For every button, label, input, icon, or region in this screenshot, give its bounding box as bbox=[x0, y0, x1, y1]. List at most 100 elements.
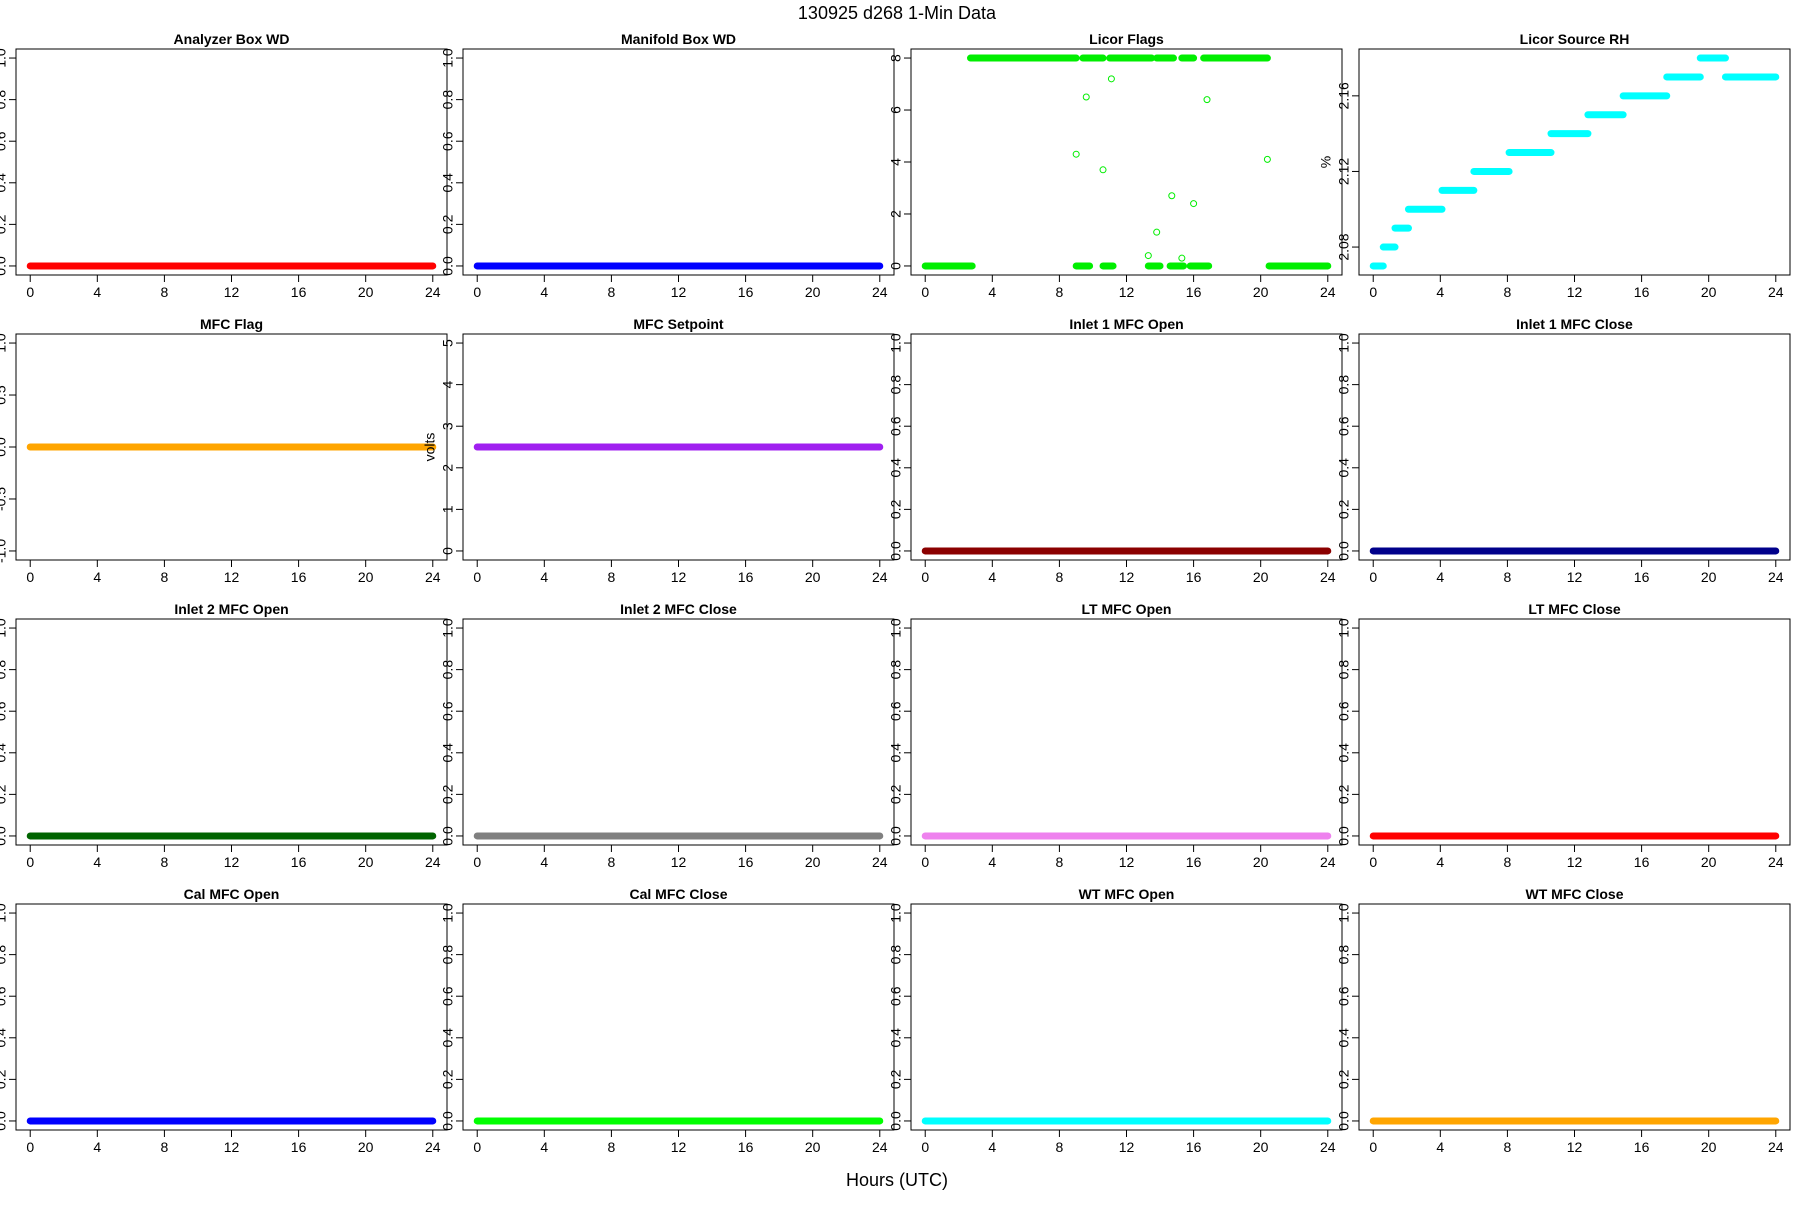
x-tick-label: 8 bbox=[608, 569, 616, 585]
y-tick-label: 2 bbox=[440, 464, 456, 472]
x-tick-label: 4 bbox=[93, 284, 101, 300]
y-tick-label: 0.6 bbox=[1336, 416, 1352, 436]
y-tick-label: 6 bbox=[888, 106, 904, 114]
x-tick-label: 16 bbox=[1634, 569, 1650, 585]
chart-panel: Inlet 2 MFC Open 0 4 8 12 16 20 24 0.0 0.2 0.4 0.6 0… bbox=[0, 601, 448, 870]
y-tick-label: 0.6 bbox=[0, 131, 9, 151]
y-tick-label: 0.8 bbox=[1336, 945, 1352, 965]
chart-panel: LT MFC Close 0 4 8 12 16 20 24 0.0 0.2 0.4 0.6 0.8 1.… bbox=[1336, 601, 1791, 870]
x-tick-label: 4 bbox=[540, 284, 548, 300]
chart-panel: WT MFC Close 0 4 8 12 16 20 24 0.0 0.2 0.4 0.6 0.8 1.… bbox=[1336, 886, 1791, 1155]
chart-title: LT MFC Open bbox=[1082, 601, 1172, 617]
x-tick-label: 4 bbox=[93, 854, 101, 870]
y-tick-label: 2.12 bbox=[1336, 158, 1352, 185]
x-tick-label: 16 bbox=[1186, 569, 1202, 585]
y-tick-label: 1.0 bbox=[0, 48, 9, 68]
x-tick-label: 0 bbox=[473, 1139, 481, 1155]
x-tick-label: 4 bbox=[93, 569, 101, 585]
y-tick-label: 4 bbox=[888, 158, 904, 166]
y-tick-label: 1.0 bbox=[888, 903, 904, 923]
plot-frame bbox=[1358, 903, 1791, 1131]
x-tick-label: 20 bbox=[1253, 284, 1269, 300]
x-tick-label: 20 bbox=[1701, 569, 1717, 585]
x-tick-label: 0 bbox=[921, 284, 929, 300]
x-tick-label: 4 bbox=[540, 569, 548, 585]
plot-frame bbox=[462, 618, 895, 846]
x-tick-label: 4 bbox=[1436, 284, 1444, 300]
y-tick-label: 0.6 bbox=[440, 986, 456, 1006]
plot-frame bbox=[910, 903, 1343, 1131]
y-tick-label: 0 bbox=[888, 262, 904, 270]
y-tick-label: 0.8 bbox=[440, 660, 456, 680]
x-tick-label: 16 bbox=[291, 284, 307, 300]
x-tick-label: 20 bbox=[1253, 569, 1269, 585]
x-tick-label: 20 bbox=[805, 854, 821, 870]
x-tick-label: 20 bbox=[805, 1139, 821, 1155]
y-tick-label: 0.0 bbox=[888, 541, 904, 561]
x-tick-label: 16 bbox=[1634, 1139, 1650, 1155]
chart-panel: MFC Flag 0 4 8 12 16 20 24 -1.0 -0.5 0.0 0.5 1.0 bbox=[0, 316, 448, 585]
y-axis-label: volts bbox=[422, 433, 438, 462]
chart-title: Licor Flags bbox=[1089, 31, 1164, 47]
plot-frame bbox=[1358, 618, 1791, 846]
data-point bbox=[1203, 96, 1211, 104]
y-tick-label: 0.8 bbox=[440, 945, 456, 965]
y-tick-label: 0.4 bbox=[0, 173, 9, 193]
x-tick-label: 8 bbox=[161, 569, 169, 585]
data-point bbox=[1082, 93, 1090, 101]
y-tick-label: 0.6 bbox=[0, 986, 9, 1006]
x-tick-label: 24 bbox=[1768, 284, 1784, 300]
x-tick-label: 12 bbox=[1119, 569, 1135, 585]
x-tick-label: 16 bbox=[738, 569, 754, 585]
chart-panel: Cal MFC Close 0 4 8 12 16 20 24 0.0 0.2 0.4 0.6 0.8 1… bbox=[440, 886, 895, 1155]
y-tick-label: 0.4 bbox=[1336, 743, 1352, 763]
y-tick-label: 0 bbox=[440, 547, 456, 555]
x-tick-label: 4 bbox=[988, 569, 996, 585]
y-tick-label: 0.0 bbox=[888, 826, 904, 846]
y-tick-label: 0.0 bbox=[888, 1111, 904, 1131]
y-tick-label: 5 bbox=[440, 339, 456, 347]
y-tick-label: 0.5 bbox=[0, 385, 9, 405]
x-tick-label: 4 bbox=[93, 1139, 101, 1155]
x-tick-label: 24 bbox=[425, 284, 441, 300]
chart-panel: Inlet 1 MFC Close 0 4 8 12 16 20 24 0.0 0.2 0.4 0.6… bbox=[1336, 316, 1791, 585]
y-tick-label: 0.4 bbox=[440, 1028, 456, 1048]
x-tick-label: 16 bbox=[738, 284, 754, 300]
plot-frame bbox=[1358, 48, 1791, 276]
x-tick-label: 12 bbox=[224, 1139, 240, 1155]
x-tick-label: 12 bbox=[1567, 1139, 1583, 1155]
x-tick-label: 12 bbox=[671, 284, 687, 300]
x-tick-label: 16 bbox=[1186, 284, 1202, 300]
x-tick-label: 0 bbox=[1369, 284, 1377, 300]
y-tick-label: 0.4 bbox=[440, 173, 456, 193]
chart-panel: Manifold Box WD 0 4 8 12 16 20 24 0.0 0.2 0.4 0.6 0.… bbox=[440, 31, 895, 300]
y-tick-label: 0.2 bbox=[888, 784, 904, 804]
x-tick-label: 16 bbox=[1186, 854, 1202, 870]
x-tick-label: 8 bbox=[1504, 1139, 1512, 1155]
x-tick-label: 24 bbox=[425, 569, 441, 585]
x-tick-label: 4 bbox=[1436, 569, 1444, 585]
x-tick-label: 8 bbox=[608, 284, 616, 300]
x-tick-label: 20 bbox=[358, 1139, 374, 1155]
x-tick-label: 20 bbox=[358, 569, 374, 585]
x-tick-label: 8 bbox=[161, 854, 169, 870]
chart-title: Inlet 2 MFC Close bbox=[620, 601, 737, 617]
y-tick-label: 0.6 bbox=[1336, 701, 1352, 721]
y-tick-label: 0.0 bbox=[0, 1111, 9, 1131]
x-tick-label: 20 bbox=[805, 569, 821, 585]
y-tick-label: 1.0 bbox=[888, 333, 904, 353]
x-tick-label: 24 bbox=[1320, 854, 1336, 870]
x-tick-label: 12 bbox=[224, 284, 240, 300]
y-tick-label: 0.6 bbox=[440, 701, 456, 721]
chart-panel: Cal MFC Open 0 4 8 12 16 20 24 0.0 0.2 0.4 0.6 0.8 1.… bbox=[0, 886, 448, 1155]
y-tick-label: 0.4 bbox=[440, 743, 456, 763]
y-tick-label: 0.4 bbox=[1336, 458, 1352, 478]
x-tick-label: 12 bbox=[671, 1139, 687, 1155]
y-tick-label: 1.0 bbox=[440, 903, 456, 923]
x-tick-label: 20 bbox=[358, 284, 374, 300]
y-tick-label: 2.16 bbox=[1336, 82, 1352, 109]
x-tick-label: 24 bbox=[425, 854, 441, 870]
x-tick-label: 24 bbox=[872, 284, 888, 300]
